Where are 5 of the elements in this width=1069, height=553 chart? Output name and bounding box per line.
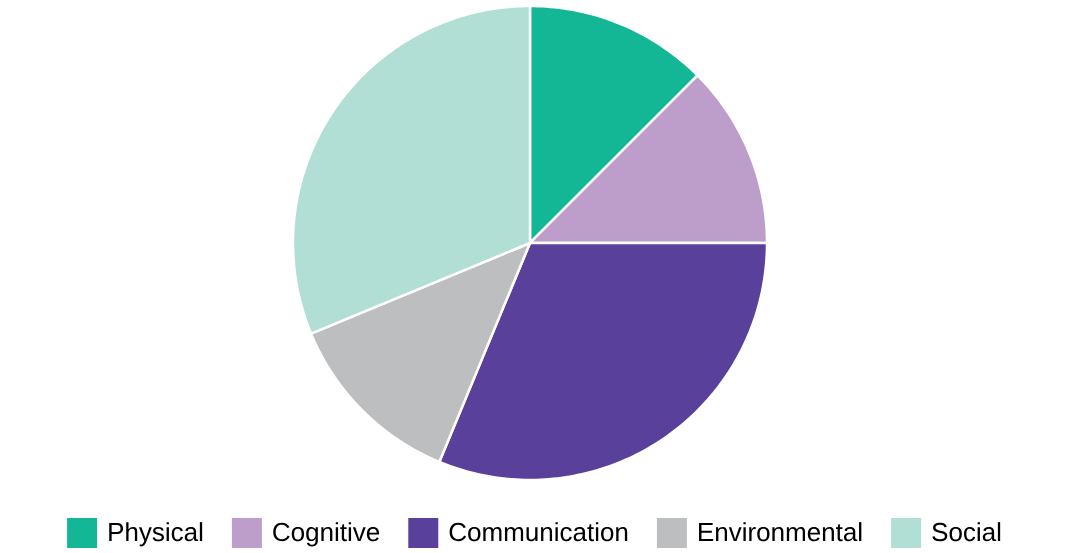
legend-label: Social xyxy=(932,522,1001,542)
legend-label: Environmental xyxy=(699,522,862,542)
legend-label: Cognitive xyxy=(273,522,380,547)
legend-label: Communication xyxy=(449,522,628,542)
legend-label: Physical xyxy=(109,522,203,547)
